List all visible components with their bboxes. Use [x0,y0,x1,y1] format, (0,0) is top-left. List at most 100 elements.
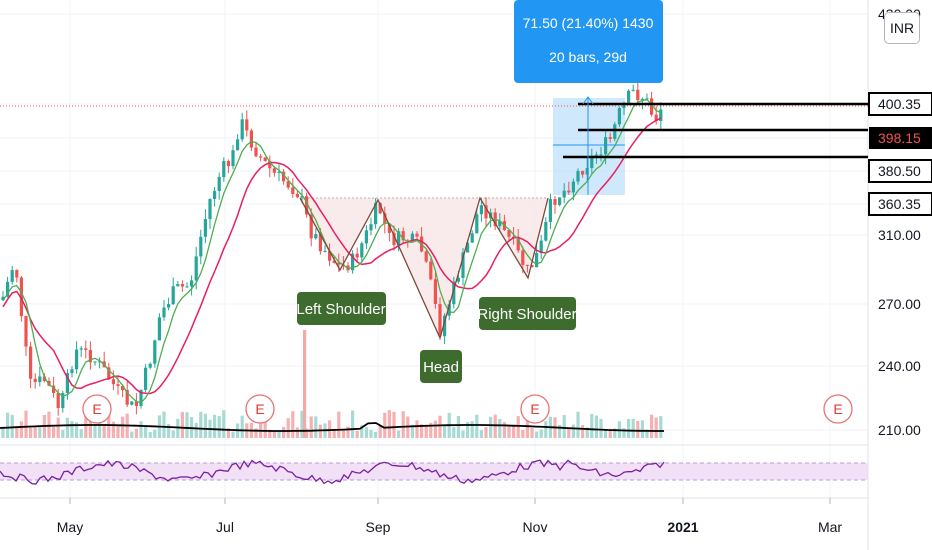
candle-body [456,277,460,282]
volume-bar [539,429,543,438]
volume-bar [130,431,134,438]
volume-bar [199,411,203,438]
candle-body [75,349,79,370]
candle-body [52,385,56,394]
candle-body [111,379,115,385]
price-tag [868,92,932,116]
volume-bar [516,416,520,438]
earnings-marker[interactable] [82,394,112,424]
candle-body [364,230,368,244]
candle-body [309,214,313,239]
earnings-marker[interactable] [823,394,853,424]
candle-body [93,361,97,363]
candle-body [650,98,654,115]
candle-body [1,296,5,300]
volume-bar [604,429,608,438]
candle-body [498,221,502,227]
volume-bar [309,416,313,438]
candle-body [19,277,23,317]
candle-body [24,316,28,347]
volume-bar [443,426,447,438]
volume-bar [268,429,272,438]
candle-body [176,284,180,287]
volume-bar [303,330,307,438]
volume-bar [470,421,474,438]
volume-bar [332,428,336,438]
price-tag-label: 360.35 [878,196,921,212]
earnings-marker[interactable] [245,394,275,424]
volume-bar [153,429,157,438]
candle-body [360,243,364,258]
volume-bar [15,426,19,438]
volume-bar [627,419,631,438]
candle-body [314,234,318,239]
volume-bar [291,411,295,438]
volume-bar [56,417,60,438]
candle-body [226,161,230,167]
candle-body [548,199,552,222]
candle-body [245,119,249,131]
candle-body [47,380,51,386]
candle-body [190,280,194,287]
volume-bar [581,425,585,438]
volume-bar [613,428,617,438]
earnings-marker[interactable] [520,394,550,424]
candle-body [180,284,184,287]
volume-bar [590,414,594,438]
price-tag-label: 400.35 [878,96,921,112]
volume-bar [585,427,589,438]
volume-bar [383,412,387,438]
candle-body [387,223,391,233]
volume-bar [314,416,318,438]
volume-bar [79,429,83,438]
x-tick-label: Jul [216,519,234,535]
volume-bar [194,422,198,438]
volume-bar [176,418,180,438]
candle-body [479,205,483,215]
volume-bar [507,426,511,438]
currency-button[interactable]: INR [884,12,920,44]
candle-body [617,108,621,125]
candle-body [369,224,373,231]
volume-bar [1,426,5,438]
candle-body [79,348,83,350]
candle-body [116,384,120,386]
volume-bar [512,426,516,438]
candle-body [507,230,511,237]
candle-body [406,240,410,242]
candle-body [272,168,276,173]
candle-body [65,373,69,393]
time-axis[interactable]: May Jul Sep Nov 2021 Mar [57,498,843,535]
volume-bar [167,424,171,438]
candle-body [217,177,221,191]
volume-bar [640,420,644,438]
candle-body [295,193,299,198]
rsi-line [0,459,665,485]
measure-tooltip [514,0,663,83]
volume-bar [10,414,14,438]
volume-bar [650,414,654,438]
volume-bar [484,426,488,438]
candle-body [167,304,171,308]
volume-bar [318,424,322,438]
candle-body [553,199,557,205]
volume-bar [562,415,566,438]
volume-bar [102,424,106,438]
candle-body [659,109,663,122]
candle-body [337,262,341,265]
volume-bar [185,412,189,438]
candle-body [185,286,189,288]
candle-body [286,181,290,188]
candle-body [636,89,640,101]
candle-body [351,253,355,271]
candle-body [84,348,88,350]
candle-body [107,367,111,380]
candle-body [544,221,548,241]
volume-bar [392,411,396,438]
price-tag [869,127,932,149]
candle-body [98,361,102,363]
volume-bar [121,416,125,438]
volume-bar [231,431,235,438]
candle-body [121,385,125,390]
